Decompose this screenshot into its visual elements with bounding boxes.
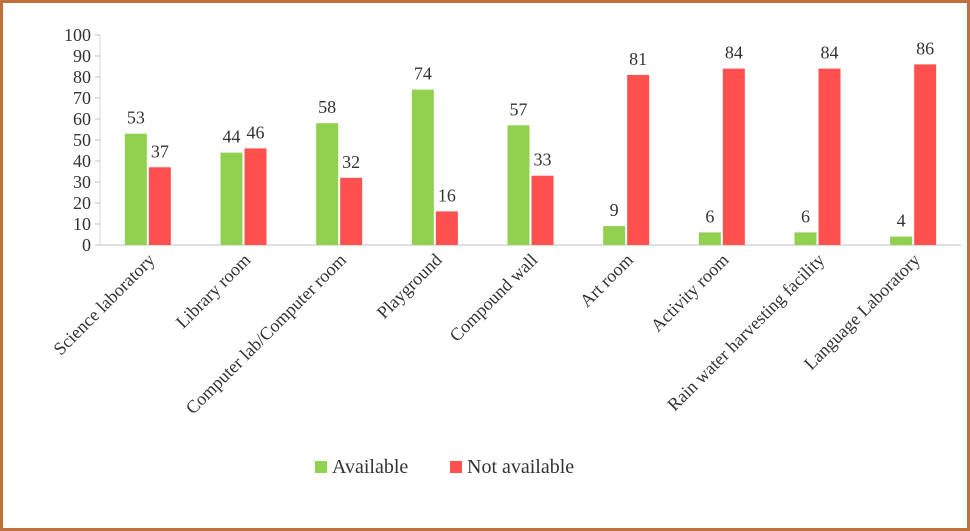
bar-not-available — [340, 177, 363, 245]
data-label: 84 — [821, 43, 839, 63]
x-tick-label: Science laboratory — [49, 250, 158, 359]
bar-not-available — [818, 68, 841, 245]
data-label: 6 — [705, 206, 714, 226]
bar-not-available — [435, 211, 458, 245]
x-tick-label: Rain water harvesting facility — [663, 250, 828, 415]
y-tick-label: 90 — [73, 46, 91, 66]
legend-label: Available — [332, 456, 408, 478]
data-label: 44 — [223, 127, 241, 147]
y-tick-label: 50 — [73, 130, 91, 150]
x-tick-label: Playground — [373, 250, 446, 323]
y-tick-label: 100 — [64, 25, 91, 45]
data-labels: 53 44 58 74 57 9 6 6 4 37 46 32 16 33 81 84 84 86 — [127, 38, 934, 230]
bar-available — [794, 232, 817, 245]
bar-available — [411, 89, 434, 245]
y-tick-label: 20 — [73, 193, 91, 213]
bars — [124, 64, 937, 246]
y-tick-label: 40 — [73, 151, 91, 171]
bar-not-available — [722, 68, 745, 245]
data-label: 57 — [510, 99, 528, 119]
legend-swatch-not-available — [450, 461, 462, 473]
data-label: 9 — [610, 200, 619, 220]
data-label: 33 — [534, 150, 552, 170]
data-label: 53 — [127, 108, 145, 128]
y-tick-label: 70 — [73, 88, 91, 108]
data-label: 4 — [897, 211, 906, 231]
legend-swatch-available — [315, 461, 327, 473]
bar-not-available — [627, 74, 650, 246]
x-tick-label: Activity room — [647, 250, 733, 336]
y-tick-label: 60 — [73, 109, 91, 129]
data-label: 46 — [247, 122, 265, 142]
data-label: 84 — [725, 43, 743, 63]
bar-available — [698, 232, 721, 245]
bar-available — [890, 236, 913, 245]
y-tick-label: 10 — [73, 214, 91, 234]
x-tick-label: Library room — [172, 250, 254, 332]
bar-available — [124, 133, 147, 245]
x-tick-label: Compound wall — [446, 250, 542, 346]
data-label: 37 — [151, 141, 169, 161]
bar-not-available — [148, 167, 171, 245]
data-label: 74 — [414, 64, 432, 84]
bar-not-available — [244, 148, 267, 245]
bar-available — [316, 123, 339, 245]
data-label: 32 — [342, 152, 360, 172]
data-label: 6 — [801, 206, 810, 226]
bar-available — [603, 226, 626, 245]
legend: Available Not available — [315, 456, 574, 478]
y-tick-label: 30 — [73, 172, 91, 192]
y-tick-label: 80 — [73, 67, 91, 87]
bar-available — [220, 152, 243, 245]
data-label: 16 — [438, 185, 456, 205]
bar-available — [507, 125, 530, 245]
bar-not-available — [914, 64, 937, 246]
data-label: 86 — [916, 38, 934, 58]
legend-label: Not available — [467, 456, 574, 478]
data-label: 58 — [318, 97, 336, 117]
y-tick-label: 0 — [82, 235, 91, 255]
bar-not-available — [531, 175, 554, 245]
x-tick-label: Art room — [576, 250, 637, 311]
data-label: 81 — [629, 49, 647, 69]
x-tick-label: Computer lab/Computer room — [182, 250, 350, 418]
